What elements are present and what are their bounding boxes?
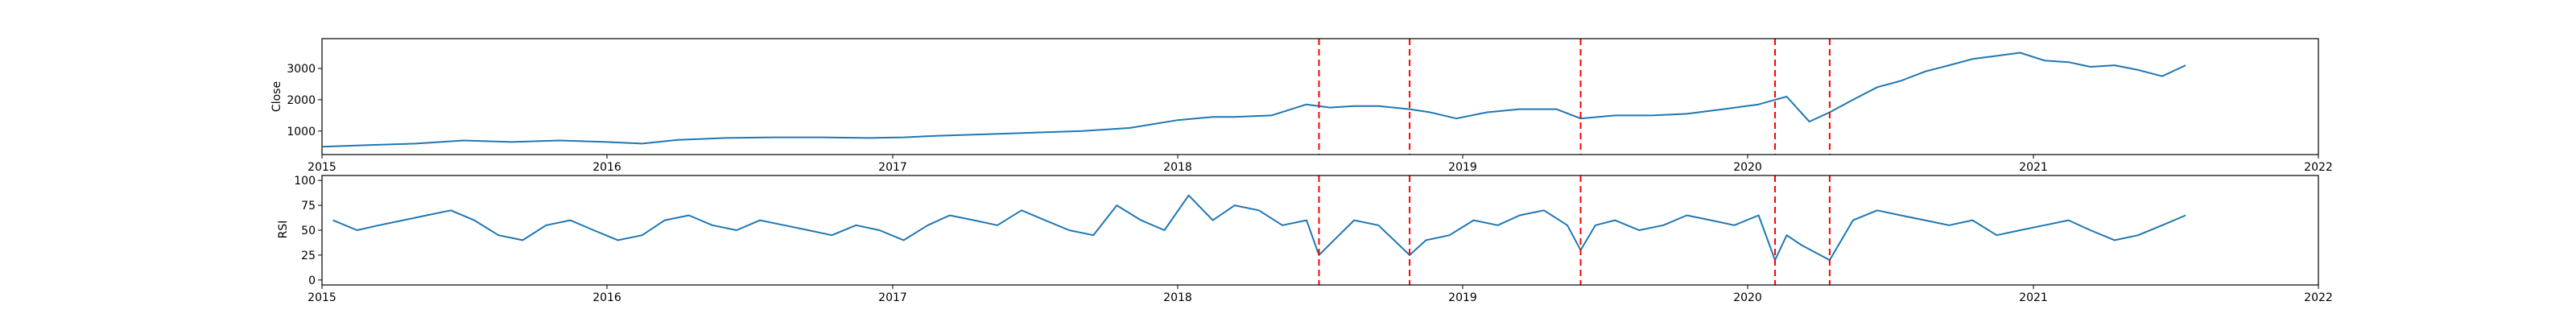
close-y-tick-label-1: 2000 (287, 94, 316, 107)
rsi-event-lines (1318, 175, 1831, 285)
rsi-x-tick-label-2: 2017 (878, 291, 907, 304)
close-plot-frame (321, 38, 2319, 155)
rsi-series-line-0 (332, 194, 2186, 262)
close-line-layer (322, 52, 2186, 148)
rsi-x-tick-label-1: 2016 (592, 291, 621, 304)
rsi-y-tick-label-4: 100 (294, 175, 316, 188)
rsi-x-tick-label-3: 2018 (1163, 291, 1192, 304)
close-x-tick-label-2: 2017 (878, 161, 907, 174)
rsi-x-tick-label-5: 2020 (1733, 291, 1762, 304)
close-x-tick-label-6: 2021 (2019, 161, 2048, 174)
close-y-tick-label-2: 3000 (287, 63, 316, 76)
rsi-x-tick-label-0: 2015 (308, 291, 336, 304)
rsi-y-tick-label-0: 0 (308, 275, 316, 287)
rsi-plot-frame (321, 175, 2319, 286)
rsi-x-tick-label-6: 2021 (2019, 291, 2048, 304)
rsi-panel: RSI 2015 2016 2017 2018 2019 2020 2021 2022 0 25 5… (277, 175, 2333, 304)
rsi-y-axis-label: RSI (277, 221, 290, 239)
close-y-tick-label-0: 1000 (287, 126, 316, 138)
close-price-panel: Close 2015 2016 2017 2018 2019 2020 2021 2022 10… (270, 38, 2333, 174)
close-x-tick-label-5: 2020 (1733, 161, 1762, 174)
close-series-line-0 (322, 52, 2186, 148)
rsi-line-layer (332, 194, 2186, 262)
close-x-tick-label-0: 2015 (308, 161, 336, 174)
rsi-y-tick-label-1: 25 (301, 250, 316, 262)
rsi-x-tick-label-4: 2019 (1448, 291, 1477, 304)
close-y-axis-label: Close (270, 81, 283, 112)
close-x-tick-label-7: 2022 (2304, 161, 2333, 174)
close-x-tick-label-4: 2019 (1448, 161, 1477, 174)
close-x-tick-label-1: 2016 (592, 161, 621, 174)
rsi-x-tick-label-7: 2022 (2304, 291, 2333, 304)
close-event-lines (1318, 39, 1831, 155)
close-ticks: 2015 2016 2017 2018 2019 2020 2021 2022 1000 2000… (287, 63, 2332, 174)
rsi-ticks: 2015 2016 2017 2018 2019 2020 2021 2022 0 25 50 75 1… (294, 175, 2333, 304)
close-x-tick-label-3: 2018 (1163, 161, 1192, 174)
rsi-y-tick-label-3: 75 (301, 200, 316, 213)
rsi-y-tick-label-2: 50 (301, 225, 316, 237)
